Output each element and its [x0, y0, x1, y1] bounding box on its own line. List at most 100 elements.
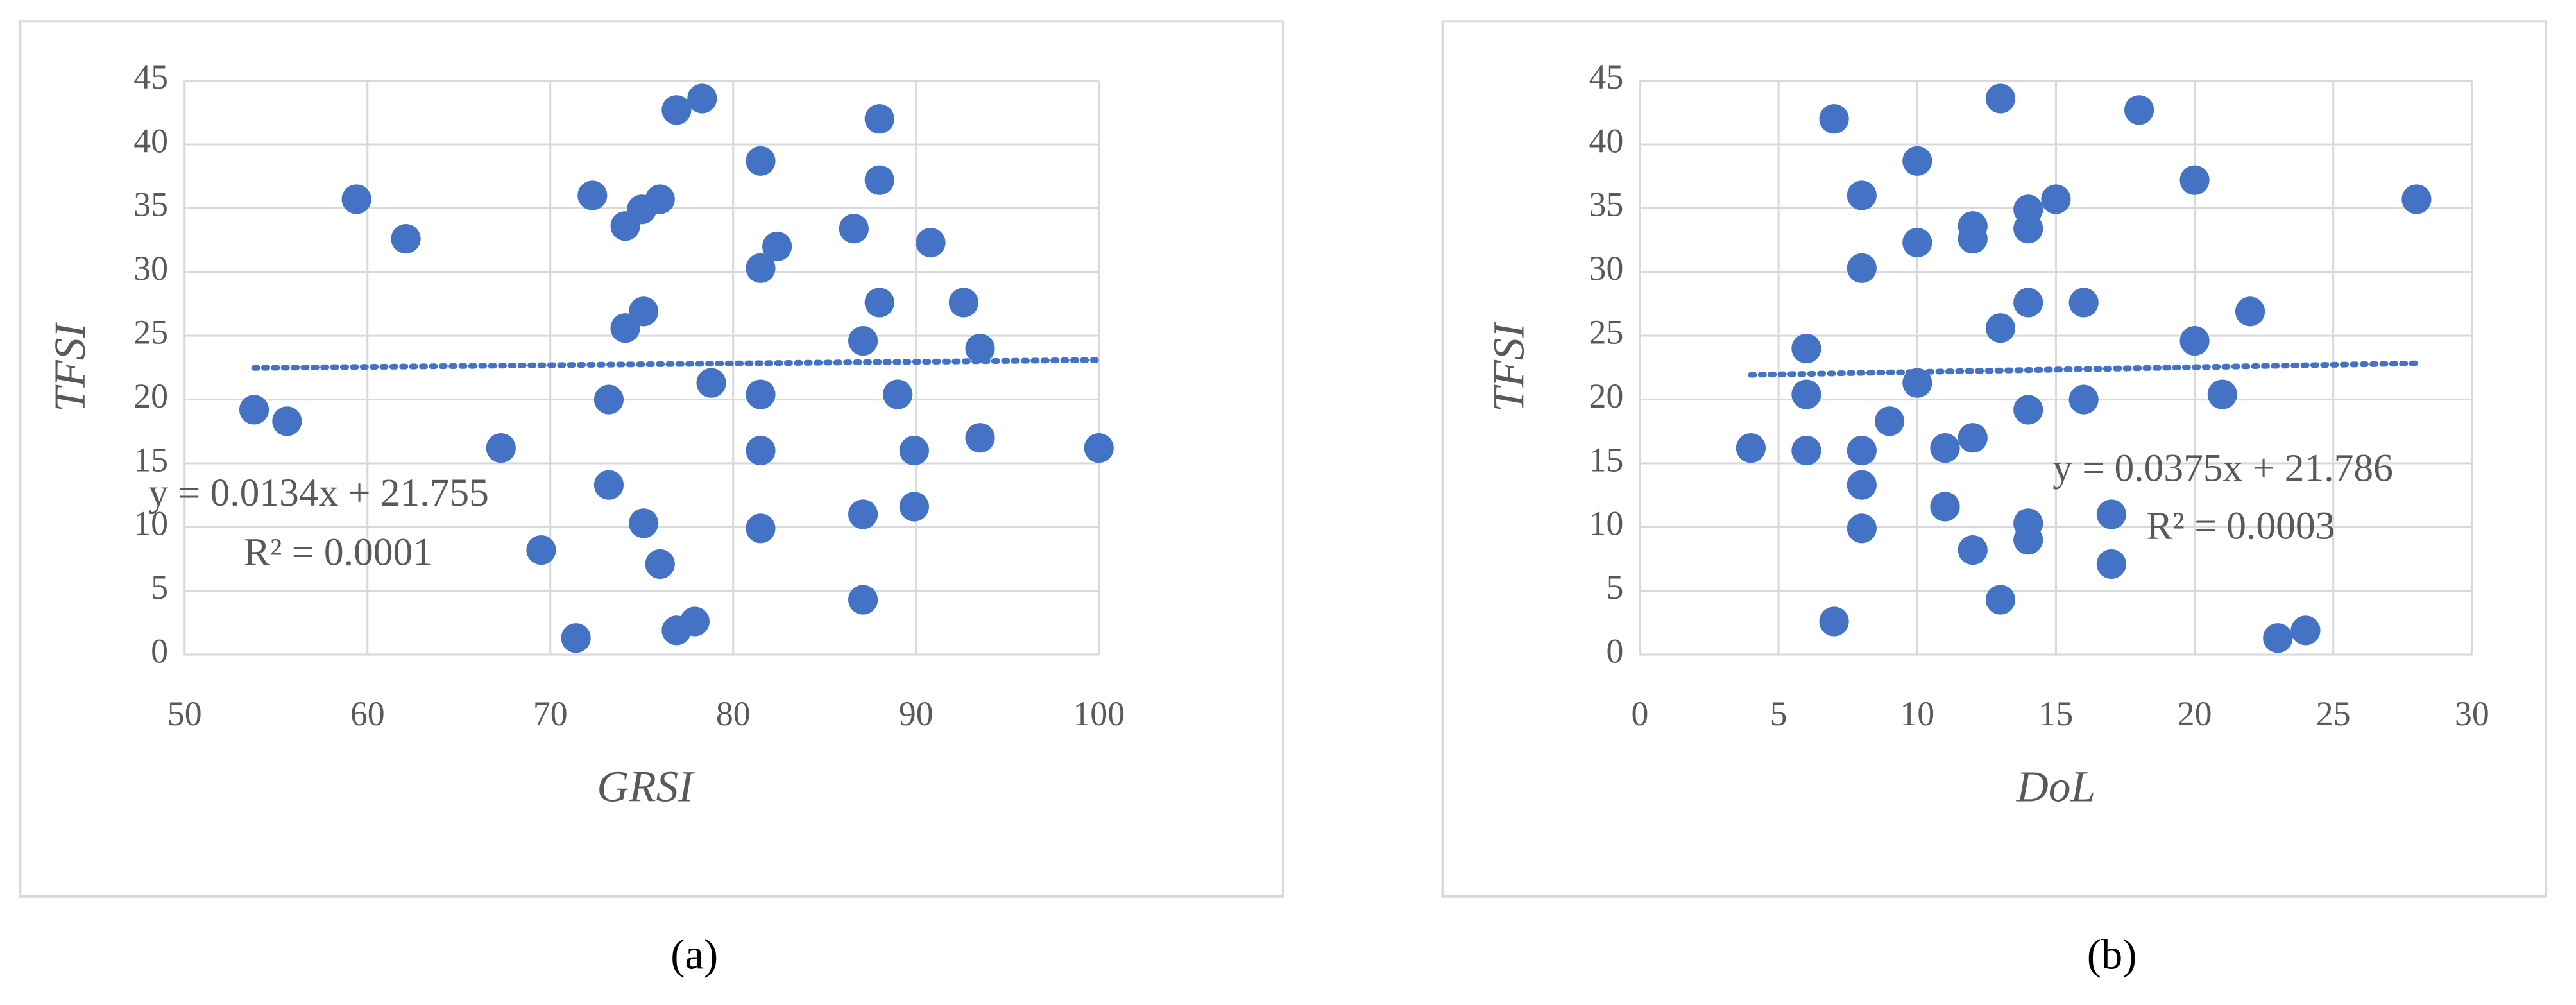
- y-tick-label: 25: [133, 313, 168, 351]
- data-point: [746, 379, 776, 409]
- data-point: [1930, 492, 1960, 522]
- x-tick-label: 0: [1632, 694, 1649, 733]
- data-point: [864, 165, 894, 195]
- data-point: [629, 508, 659, 538]
- x-tick-label: 90: [899, 694, 934, 733]
- data-point: [1791, 333, 1821, 364]
- x-tick-label: 50: [167, 694, 202, 733]
- x-tick-label: 15: [2039, 694, 2074, 733]
- data-point: [679, 606, 710, 637]
- data-point: [1084, 433, 1114, 463]
- x-tick-label: 70: [533, 694, 568, 733]
- data-point: [1791, 435, 1821, 466]
- data-point: [965, 333, 995, 364]
- data-point: [899, 492, 929, 522]
- data-point: [899, 435, 929, 466]
- data-point: [746, 435, 776, 466]
- data-point: [2013, 525, 2043, 555]
- data-point: [2096, 549, 2126, 580]
- data-point: [2013, 214, 2043, 244]
- y-tick-label: 0: [151, 631, 168, 670]
- y-tick-label: 15: [1589, 440, 1624, 479]
- data-point: [486, 433, 516, 463]
- data-point: [561, 623, 591, 653]
- data-point: [839, 214, 869, 244]
- data-point: [1791, 379, 1821, 409]
- data-point: [762, 231, 792, 262]
- y-tick-label: 5: [1606, 568, 1623, 606]
- data-point: [2235, 296, 2265, 327]
- y-tick-label: 15: [133, 440, 168, 479]
- chart-frame: [19, 20, 1284, 898]
- y-axis-title: TFSI: [1484, 322, 1533, 412]
- trendline-equation: y = 0.0134x + 21.755: [148, 471, 489, 515]
- data-point: [2068, 288, 2099, 318]
- y-tick-label: 45: [1589, 58, 1624, 96]
- data-point: [687, 83, 717, 114]
- y-tick-label: 5: [151, 568, 168, 606]
- trendline-r2: R² = 0.0001: [244, 530, 432, 574]
- data-point: [1985, 83, 2016, 114]
- data-point: [2124, 95, 2154, 125]
- y-tick-label: 30: [1589, 249, 1624, 288]
- data-point: [593, 384, 624, 415]
- data-point: [1847, 435, 1877, 466]
- data-point: [2179, 326, 2210, 356]
- data-point: [1736, 433, 1766, 463]
- data-point: [1819, 606, 1849, 637]
- y-tick-label: 35: [133, 185, 168, 224]
- y-tick-label: 25: [1589, 313, 1624, 351]
- y-tick-label: 40: [133, 121, 168, 160]
- x-tick-label: 80: [716, 694, 751, 733]
- data-point: [577, 180, 608, 210]
- trendline: [1748, 360, 2419, 378]
- data-point: [2401, 184, 2432, 214]
- data-point: [1902, 227, 1932, 258]
- y-tick-label: 10: [133, 504, 168, 543]
- data-point: [2013, 288, 2043, 318]
- data-point: [272, 406, 302, 436]
- data-point: [2263, 623, 2293, 653]
- data-point: [1847, 470, 1877, 500]
- data-point: [1902, 368, 1932, 398]
- chart-frame: [1441, 20, 2548, 898]
- y-tick-label: 0: [1606, 631, 1623, 670]
- data-point: [746, 253, 776, 283]
- data-point: [2013, 395, 2043, 425]
- data-point: [1958, 423, 1988, 453]
- data-point: [593, 470, 624, 500]
- y-tick-label: 20: [1589, 377, 1624, 415]
- data-point: [746, 513, 776, 544]
- x-tick-label: 10: [1900, 694, 1934, 733]
- data-point: [526, 535, 556, 565]
- data-point: [848, 326, 878, 356]
- data-point: [2207, 379, 2237, 409]
- y-tick-label: 20: [133, 377, 168, 415]
- x-tick-label: 25: [2316, 694, 2351, 733]
- data-point: [2068, 384, 2099, 415]
- data-point: [341, 184, 371, 214]
- data-point: [661, 95, 692, 125]
- data-point: [1985, 313, 2016, 343]
- data-point: [965, 423, 995, 453]
- data-point: [746, 146, 776, 176]
- data-point: [1847, 253, 1877, 283]
- data-point: [848, 585, 878, 615]
- data-point: [916, 227, 946, 258]
- data-point: [1958, 535, 1988, 565]
- data-point: [1819, 104, 1849, 134]
- y-axis-title: TFSI: [45, 322, 94, 412]
- y-tick-label: 10: [1589, 504, 1624, 543]
- data-point: [883, 379, 913, 409]
- y-tick-label: 45: [133, 58, 168, 96]
- data-point: [848, 499, 878, 529]
- data-point: [1985, 585, 2016, 615]
- data-point: [1847, 513, 1877, 544]
- data-point: [645, 184, 675, 214]
- data-point: [2041, 184, 2071, 214]
- data-point: [1874, 406, 1905, 436]
- data-point: [2179, 165, 2210, 195]
- data-point: [645, 549, 675, 580]
- data-point: [864, 104, 894, 134]
- y-tick-label: 40: [1589, 121, 1624, 160]
